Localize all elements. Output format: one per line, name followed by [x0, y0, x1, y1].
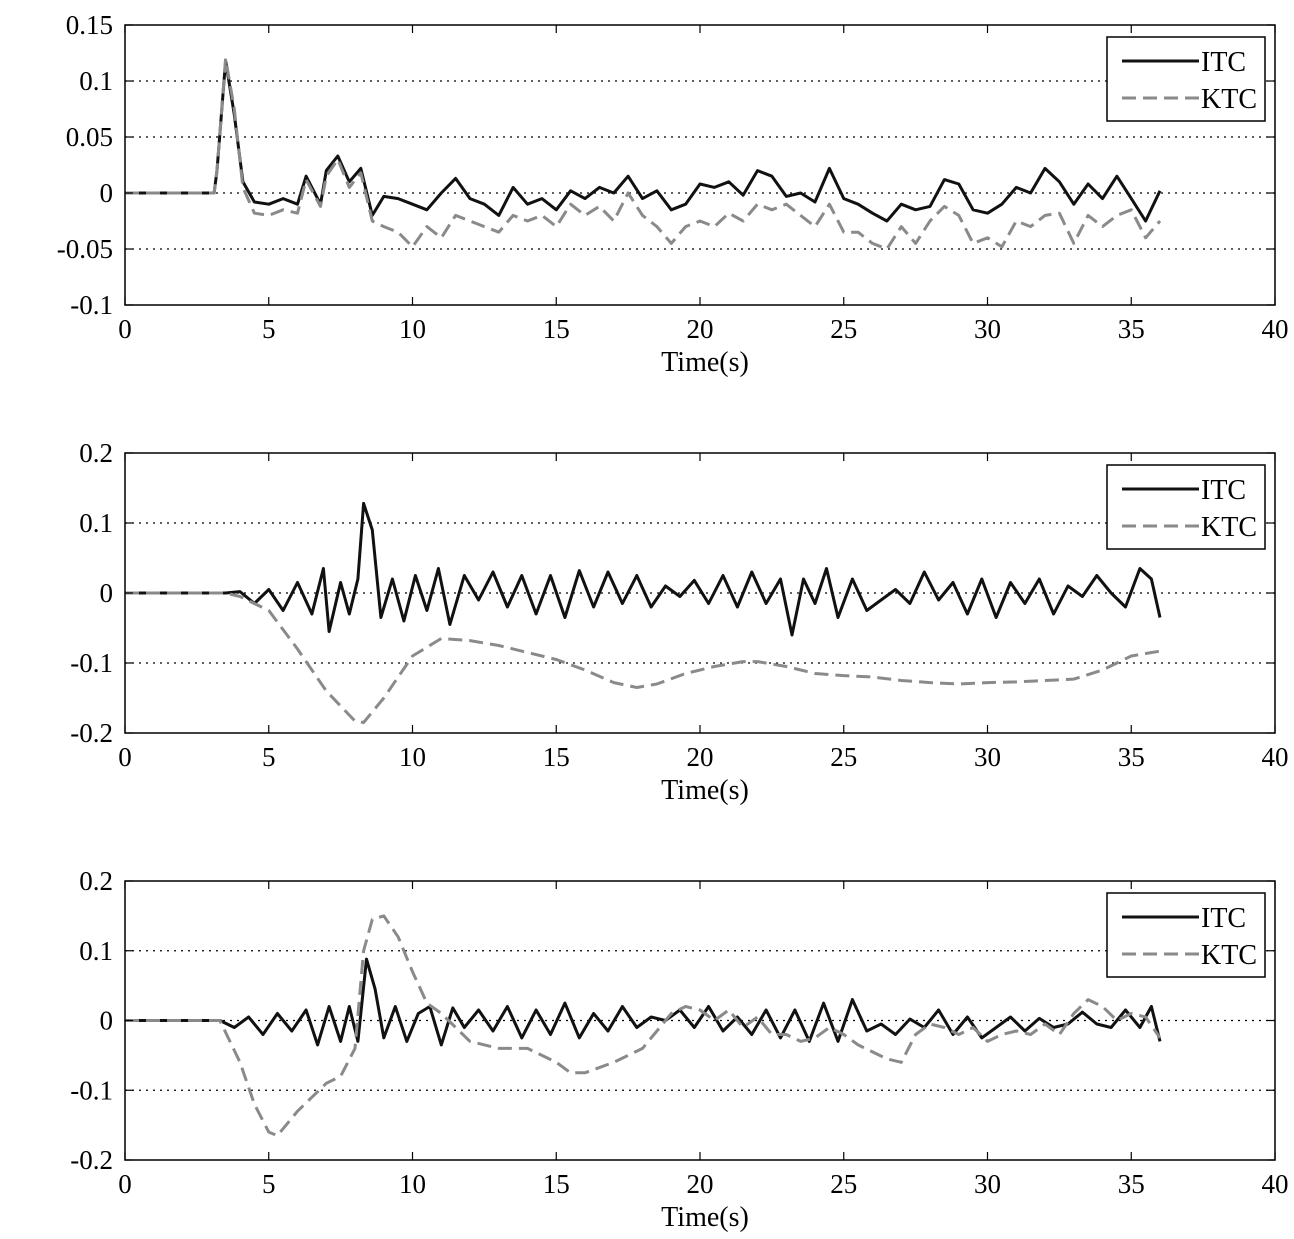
x-tick-label: 0: [118, 1169, 132, 1199]
x-tick-label: 30: [974, 1169, 1001, 1199]
series-ktc-line: [125, 914, 1162, 1138]
y-tick-label: 0.05: [66, 122, 113, 152]
x-tick-label: 30: [974, 742, 1001, 772]
x-tick-label: 25: [830, 1169, 857, 1199]
y-tick-label: -0.2: [70, 718, 113, 748]
series-itc-line: [125, 501, 1162, 637]
x-tick-label: 35: [1118, 314, 1145, 344]
x-tick-label: 15: [543, 1169, 570, 1199]
x-tick-label: 15: [543, 742, 570, 772]
x-tick-label: 30: [974, 314, 1001, 344]
x-tick-label: 40: [1262, 1169, 1289, 1199]
x-tick-label: 35: [1118, 1169, 1145, 1199]
y-tick-label: -0.1: [70, 1075, 113, 1105]
y-tick-label: 0: [100, 178, 114, 208]
x-tick-label: 0: [118, 742, 132, 772]
x-tick-label: 0: [118, 314, 132, 344]
y-tick-label: -0.1: [70, 290, 113, 320]
x-tick-label: 10: [399, 1169, 426, 1199]
legend: ITC KTC: [1106, 892, 1266, 978]
x-axis-label: Time(s): [661, 775, 749, 806]
x-tick-label: 10: [399, 314, 426, 344]
y-tick-label: 0.2: [79, 866, 113, 896]
x-tick-label: 20: [687, 742, 714, 772]
legend-box: [1106, 36, 1266, 122]
x-tick-label: 10: [399, 742, 426, 772]
legend-label-ktc: KTC: [1201, 940, 1257, 971]
series-itc-line: [125, 59, 1162, 223]
x-axis-label: Time(s): [661, 1202, 749, 1233]
x-tick-label: 25: [830, 314, 857, 344]
y-tick-label: -0.05: [57, 234, 113, 264]
x-tick-label: 40: [1262, 314, 1289, 344]
legend: ITC KTC: [1106, 36, 1266, 122]
series-itc-line: [125, 957, 1162, 1047]
legend-label-ktc: KTC: [1201, 84, 1257, 115]
legend-box: [1106, 892, 1266, 978]
legend-label-itc: ITC: [1201, 903, 1246, 934]
y-tick-label: 0.1: [79, 936, 113, 966]
legend-label-ktc: KTC: [1201, 512, 1257, 543]
y-tick-label: 0: [100, 578, 114, 608]
legend-box: [1106, 464, 1266, 550]
x-tick-label: 35: [1118, 742, 1145, 772]
y-tick-label: -0.1: [70, 648, 113, 678]
axes-frame: [124, 24, 1276, 306]
y-tick-label: 0.15: [66, 10, 113, 40]
y-tick-label: 0: [100, 1006, 114, 1036]
x-tick-label: 15: [543, 314, 570, 344]
legend-label-itc: ITC: [1201, 47, 1246, 78]
y-tick-label: -0.2: [70, 1145, 113, 1175]
x-tick-label: 5: [262, 314, 276, 344]
panel-1: 0 5 10 15 20 25 30 35 40 -0.1 -0.05 0 0.05 0.1 0.15 Tim…: [57, 10, 1289, 378]
x-tick-label: 25: [830, 742, 857, 772]
x-tick-label: 40: [1262, 742, 1289, 772]
legend-label-itc: ITC: [1201, 475, 1246, 506]
panel-2: 0 5 10 15 20 25 30 35 40 -0.2 -0.1 0 0.1 0.2 Time(s) IT…: [70, 438, 1288, 806]
y-tick-label: 0.2: [79, 438, 113, 468]
panel-3: 0 5 10 15 20 25 30 35 40 -0.2 -0.1 0 0.1 0.2 Time(s) IT…: [70, 866, 1288, 1233]
y-tick-label: 0.1: [79, 508, 113, 538]
series-ktc-line: [125, 591, 1161, 724]
legend: ITC KTC: [1106, 464, 1266, 550]
x-tick-label: 20: [687, 314, 714, 344]
x-tick-label: 5: [262, 742, 276, 772]
y-tick-label: 0.1: [79, 66, 113, 96]
series-ktc-line: [125, 57, 1162, 251]
x-axis-label: Time(s): [661, 347, 749, 378]
x-tick-label: 5: [262, 1169, 276, 1199]
x-tick-label: 20: [687, 1169, 714, 1199]
